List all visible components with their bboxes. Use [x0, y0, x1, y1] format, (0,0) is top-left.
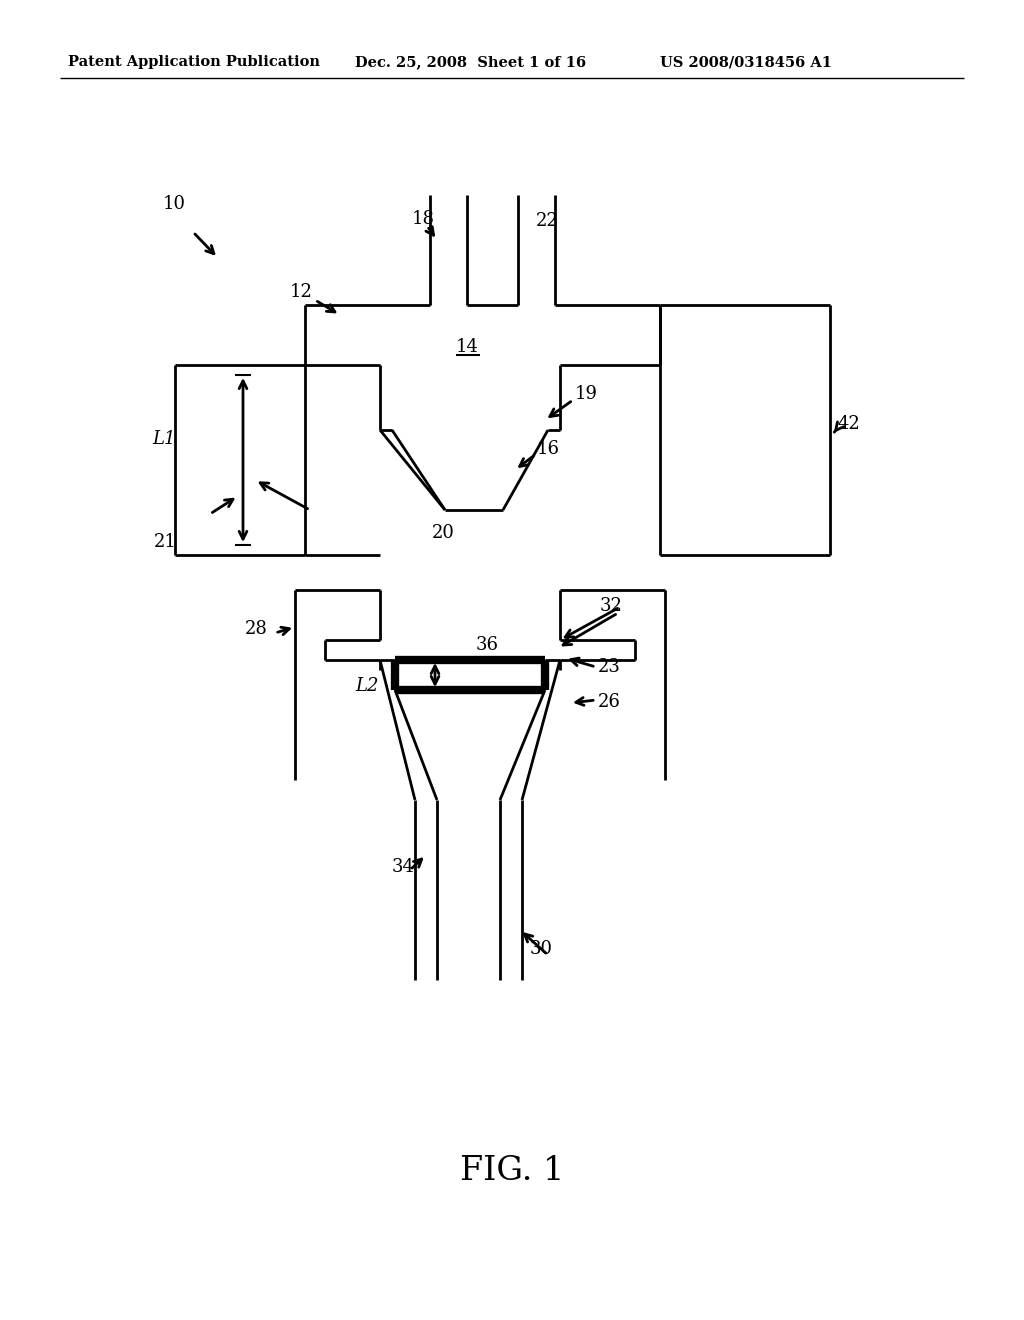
Text: 22: 22	[536, 213, 559, 230]
Text: 26: 26	[598, 693, 621, 711]
Text: 19: 19	[575, 385, 598, 403]
Text: 21: 21	[154, 533, 177, 550]
Text: 30: 30	[530, 940, 553, 958]
Text: 20: 20	[432, 524, 455, 543]
Text: US 2008/0318456 A1: US 2008/0318456 A1	[660, 55, 831, 69]
Text: Dec. 25, 2008  Sheet 1 of 16: Dec. 25, 2008 Sheet 1 of 16	[355, 55, 586, 69]
Text: 16: 16	[537, 440, 560, 458]
Text: 42: 42	[838, 414, 861, 433]
Text: L1: L1	[152, 430, 175, 447]
Text: 18: 18	[412, 210, 435, 228]
Text: 12: 12	[290, 282, 313, 301]
Text: 23: 23	[598, 657, 621, 676]
Text: 36: 36	[476, 636, 499, 653]
Text: Patent Application Publication: Patent Application Publication	[68, 55, 319, 69]
Text: 32: 32	[600, 597, 623, 615]
Text: 10: 10	[163, 195, 186, 213]
Text: 14: 14	[456, 338, 479, 356]
Text: FIG. 1: FIG. 1	[460, 1155, 564, 1187]
Text: 34: 34	[392, 858, 415, 876]
Text: L2: L2	[355, 677, 379, 696]
Text: 28: 28	[245, 620, 268, 638]
